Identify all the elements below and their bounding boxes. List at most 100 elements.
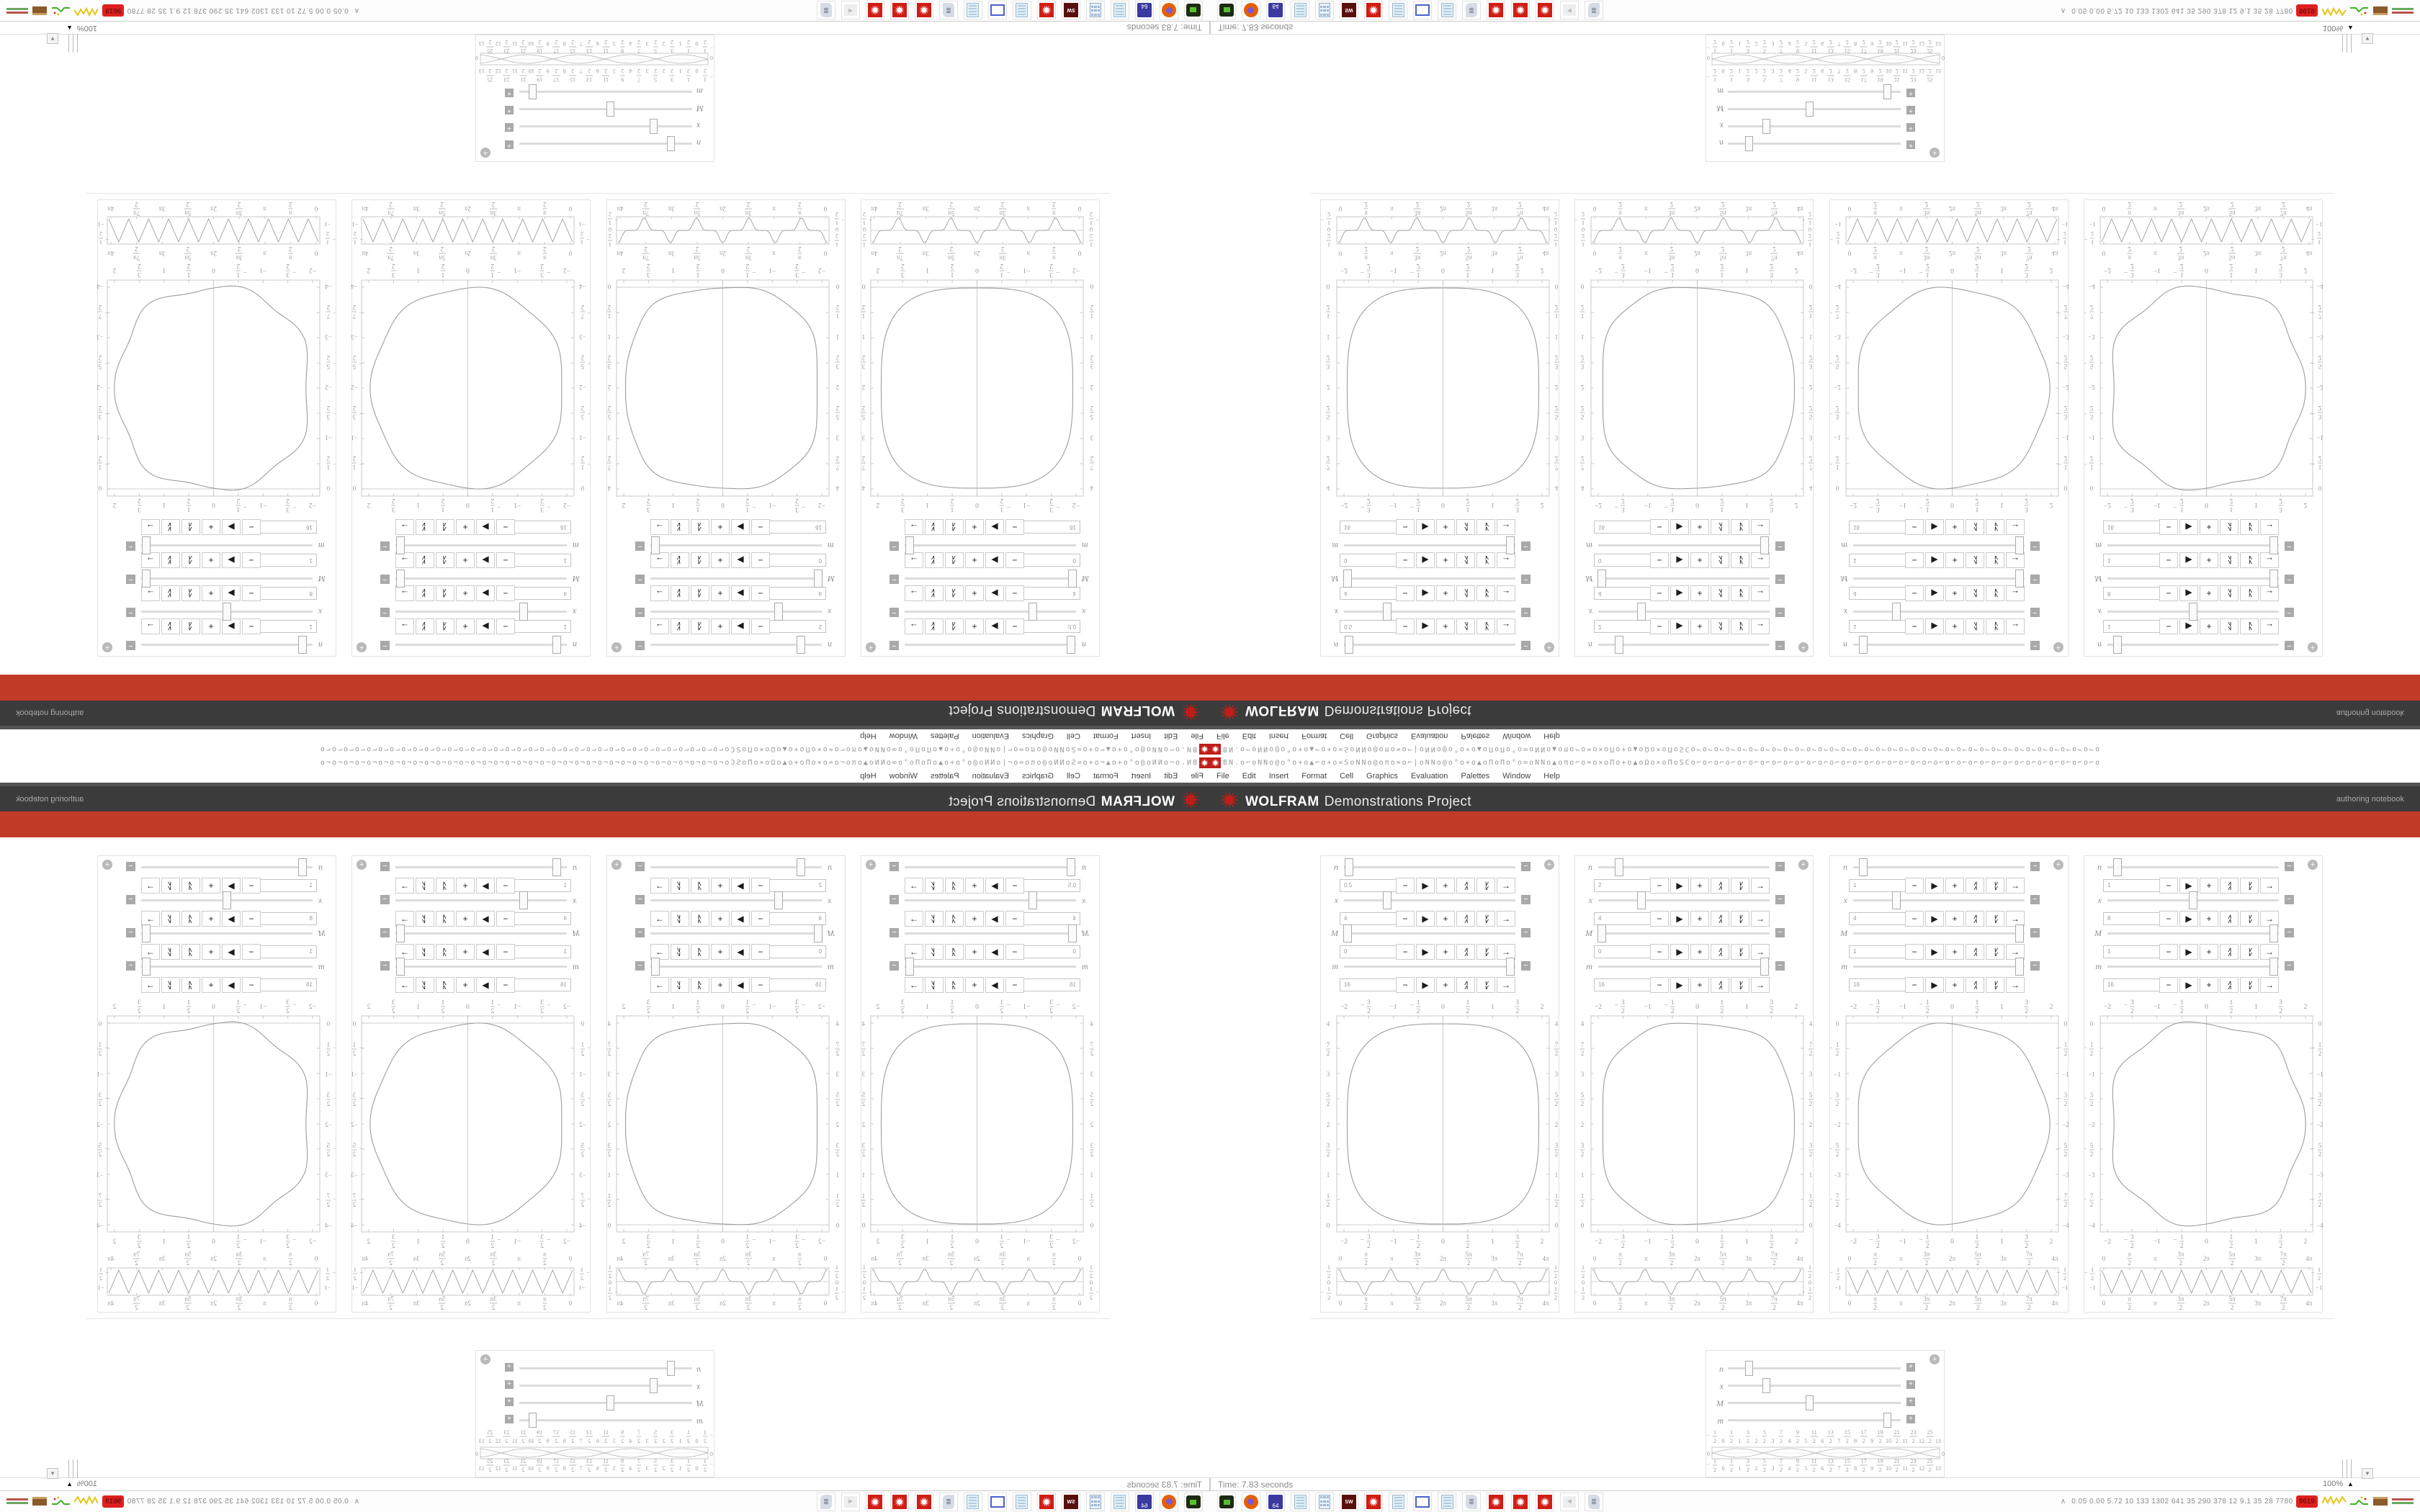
notepad-icon[interactable] [1389,1493,1407,1511]
expand-control-button[interactable]: + [505,1415,514,1423]
speed-down-button[interactable]: ∨ ∨ [161,911,180,927]
slider-handle[interactable] [1343,570,1352,588]
speed-down-button[interactable]: ∨ ∨ [416,519,434,535]
increment-button[interactable]: + [1690,911,1709,927]
direction-button[interactable]: → [905,618,923,634]
play-button[interactable]: ▶ [1670,618,1689,634]
increment-button[interactable]: + [1436,618,1455,634]
slider-track[interactable] [519,1395,692,1410]
menu-cell[interactable]: Cell [1340,771,1354,780]
toolbar-glyph-buttons[interactable]: BN.o⌐oNNo@o°o+o▲⌐o+o=SoNNo@oπo≈o⌐|oNNo@o… [318,758,1197,767]
speed-down-button[interactable]: ∨ ∨ [671,878,689,894]
collapse-control-button[interactable]: − [1521,961,1531,971]
increment-button[interactable]: + [1690,585,1709,601]
notepad-icon[interactable] [1013,1,1031,19]
decrement-button[interactable]: − [1396,944,1415,960]
slider-handle[interactable] [1068,924,1077,942]
play-button[interactable]: ▶ [476,552,495,568]
speed-up-button[interactable]: ∧ ∧ [2220,618,2238,634]
increment-button[interactable]: + [1945,618,1964,634]
slider-track[interactable] [2107,536,2279,554]
decrement-button[interactable]: − [1905,519,1924,535]
speed-down-button[interactable]: ∨ ∨ [1731,977,1749,993]
direction-button[interactable]: → [395,552,414,568]
increment-button[interactable]: + [456,944,475,960]
speed-down-button[interactable]: ∨ ∨ [2240,944,2259,960]
increment-button[interactable]: + [711,585,730,601]
play-button[interactable]: ▶ [1670,911,1689,927]
wolfram-spikey-toolbar-icon[interactable] [1199,744,1210,755]
slider-handle[interactable] [529,1413,537,1428]
collapse-control-button[interactable]: − [1521,541,1531,551]
direction-button[interactable]: → [141,552,160,568]
speed-up-button[interactable]: ∧ ∧ [2220,519,2238,535]
game-device-icon[interactable] [1217,1,1236,19]
decrement-button[interactable]: − [496,911,515,927]
speed-down-button[interactable]: ∨ ∨ [1476,618,1495,634]
speed-down-button[interactable]: ∨ ∨ [671,519,689,535]
slider-handle[interactable] [2189,603,2197,621]
collapse-control-button[interactable]: − [635,862,645,871]
expand-control-button[interactable]: + [1906,140,1915,149]
speed-up-button[interactable]: ∧ ∧ [1711,911,1729,927]
manipulate-menu-button[interactable]: + [2308,860,2318,870]
menu-window[interactable]: Window [1502,771,1531,780]
direction-button[interactable]: → [905,585,923,601]
speed-down-button[interactable]: ∨ ∨ [161,977,180,993]
slider-track[interactable] [905,570,1077,588]
increment-button[interactable]: + [1945,585,1964,601]
speed-up-button[interactable]: ∧ ∧ [1711,977,1729,993]
speed-down-button[interactable]: ∨ ∨ [925,977,944,993]
script-icon[interactable]: ≣ [1585,1,1603,19]
collapse-control-button[interactable]: − [1775,895,1785,904]
collapse-control-button[interactable]: − [2030,895,2040,904]
slider-track[interactable] [2107,636,2279,654]
collapse-control-button[interactable]: − [126,608,135,617]
slider-track[interactable] [1344,891,1515,909]
slider-handle[interactable] [1614,858,1623,876]
speed-up-button[interactable]: ∧ ∧ [691,552,709,568]
notepad-icon[interactable] [1111,1,1129,19]
direction-button[interactable]: → [1497,618,1515,634]
speed-down-button[interactable]: ∨ ∨ [161,519,180,535]
decrement-button[interactable]: − [242,911,261,927]
speed-up-button[interactable]: ∧ ∧ [1966,585,1984,601]
slider-track[interactable] [1597,924,1770,942]
menu-format[interactable]: Format [1301,732,1327,741]
play-button[interactable]: ▶ [1416,585,1435,601]
speed-down-button[interactable]: ∨ ∨ [925,618,944,634]
collapse-control-button[interactable]: − [889,862,899,871]
play-button[interactable]: ▶ [222,618,241,634]
play-button[interactable]: ▶ [1925,878,1944,894]
increment-button[interactable]: + [711,911,730,927]
slider-handle[interactable] [552,858,561,876]
speed-up-button[interactable]: ∧ ∧ [1456,878,1475,894]
collapse-control-button[interactable]: − [889,575,899,584]
speed-up-button[interactable]: ∧ ∧ [2220,552,2238,568]
decrement-button[interactable]: − [1650,977,1669,993]
menu-edit[interactable]: Edit [1164,732,1178,741]
slider-track[interactable] [1598,858,1770,876]
increment-button[interactable]: + [456,618,475,634]
slider-handle[interactable] [519,603,529,621]
slider-track[interactable] [1853,891,2025,909]
speed-up-button[interactable]: ∧ ∧ [691,519,709,535]
decrement-button[interactable]: − [1650,519,1669,535]
speed-up-button[interactable]: ∧ ∧ [945,944,964,960]
play-button[interactable]: ▶ [476,911,495,927]
increment-button[interactable]: + [202,944,220,960]
slider-handle[interactable] [223,603,231,621]
calculator-icon[interactable] [1086,1493,1105,1511]
collapse-control-button[interactable]: − [889,608,899,617]
play-button[interactable]: ▶ [731,944,750,960]
slider-handle[interactable] [142,536,151,554]
slider-track[interactable] [1728,1395,1901,1410]
floppy-64-icon[interactable]: 64 [1266,1493,1285,1511]
speed-up-button[interactable]: ∧ ∧ [691,911,709,927]
slider-track[interactable] [650,958,822,976]
slider-handle[interactable] [297,636,307,654]
manipulate-menu-button[interactable]: + [2053,860,2063,870]
slider-handle[interactable] [774,891,784,909]
slider-handle[interactable] [552,636,561,654]
collapse-control-button[interactable]: − [635,608,645,617]
